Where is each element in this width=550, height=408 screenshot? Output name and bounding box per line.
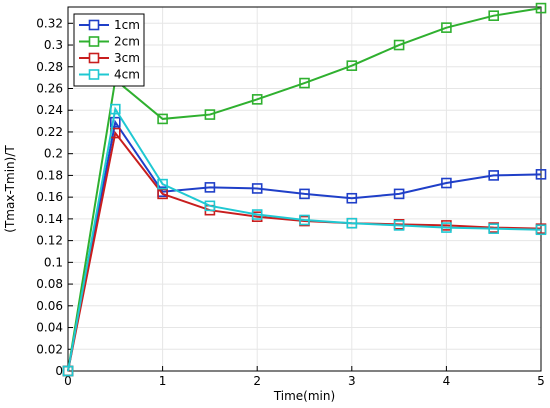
y-tick-label: 0.12 xyxy=(36,234,63,248)
data-point-marker xyxy=(346,192,358,204)
x-tick-label: 2 xyxy=(253,374,261,388)
y-tick-label: 0.06 xyxy=(36,299,63,313)
data-point-marker xyxy=(441,22,452,33)
x-axis-title: Time(min) xyxy=(273,389,335,403)
data-point-marker xyxy=(299,188,310,200)
data-point-marker xyxy=(441,222,452,233)
legend-label: 4cm xyxy=(114,68,140,82)
series-line xyxy=(67,7,542,372)
y-tick-label: 0.08 xyxy=(36,277,63,291)
series-lines xyxy=(62,2,547,377)
legend-marker xyxy=(88,69,100,80)
y-tick-label: 0.1 xyxy=(44,255,63,269)
y-tick-label: 0.32 xyxy=(36,16,63,30)
data-point-marker xyxy=(157,113,168,125)
legend-marker xyxy=(88,52,100,64)
legend-marker xyxy=(88,19,100,31)
y-tick-label: 0.18 xyxy=(36,168,63,182)
y-tick-label: 0.16 xyxy=(36,190,63,204)
y-tick-label: 0 xyxy=(55,364,63,378)
data-point-marker xyxy=(393,39,405,51)
gridlines xyxy=(67,7,542,372)
legend-item-2cm: 2cm xyxy=(79,35,140,49)
data-point-marker xyxy=(110,116,121,128)
data-point-marker xyxy=(441,177,452,189)
data-point-marker xyxy=(299,214,310,226)
y-tick-label: 0.2 xyxy=(44,147,63,161)
y-tick-label: 0.22 xyxy=(36,125,63,139)
data-point-marker xyxy=(488,170,500,181)
x-tick-label: 1 xyxy=(159,374,167,388)
legend: 1cm 2cm 3cm 4cm xyxy=(73,13,145,87)
y-tick-label: 0.02 xyxy=(36,342,63,356)
series-line xyxy=(67,130,542,372)
data-point-marker xyxy=(204,200,216,212)
y-axis-ticks: 0 0.02 0.04 0.06 0.08 0.1 0.12 0.14 0.16 0.18 0.2 0… xyxy=(36,16,73,378)
legend-item-1cm: 1cm xyxy=(79,18,140,32)
series-line xyxy=(67,106,542,372)
y-tick-label: 0.3 xyxy=(44,38,63,52)
data-point-marker xyxy=(251,94,263,105)
data-point-marker xyxy=(110,103,121,115)
x-tick-label: 4 xyxy=(443,374,451,388)
legend-marker xyxy=(88,36,100,47)
y-tick-label: 0.14 xyxy=(36,212,63,226)
data-point-marker xyxy=(393,220,405,231)
data-point-marker xyxy=(535,2,547,14)
legend-label: 1cm xyxy=(114,18,140,32)
y-tick-label: 0.26 xyxy=(36,81,63,95)
y-tick-label: 0.28 xyxy=(36,60,63,74)
data-point-marker xyxy=(299,77,310,89)
data-point-marker xyxy=(535,169,547,180)
x-tick-label: 3 xyxy=(348,374,356,388)
legend-item-3cm: 3cm xyxy=(79,51,140,65)
data-point-marker xyxy=(204,109,216,120)
y-axis-title: (Tmax-Tmin)/T xyxy=(3,145,17,233)
data-point-marker xyxy=(346,60,358,71)
data-point-marker xyxy=(62,365,74,377)
legend-item-4cm: 4cm xyxy=(79,68,140,82)
x-axis-ticks: 0 1 2 3 4 5 xyxy=(64,366,545,388)
data-point-marker xyxy=(393,188,405,200)
plot-area-frame xyxy=(67,6,542,372)
x-tick-label: 0 xyxy=(64,374,72,388)
data-point-marker xyxy=(157,178,168,190)
x-tick-label: 5 xyxy=(537,374,545,388)
series-4cm xyxy=(62,103,547,377)
data-point-marker xyxy=(535,224,547,236)
legend-label: 2cm xyxy=(114,35,140,49)
legend-label: 3cm xyxy=(114,51,140,65)
data-point-marker xyxy=(204,182,216,193)
data-point-marker xyxy=(251,209,263,220)
data-point-marker xyxy=(488,10,500,21)
y-tick-label: 0.24 xyxy=(36,103,63,117)
series-line xyxy=(67,119,542,372)
y-tick-label: 0.04 xyxy=(36,321,63,335)
data-point-marker xyxy=(488,223,500,234)
data-point-marker xyxy=(346,217,358,229)
data-point-marker xyxy=(251,183,263,194)
